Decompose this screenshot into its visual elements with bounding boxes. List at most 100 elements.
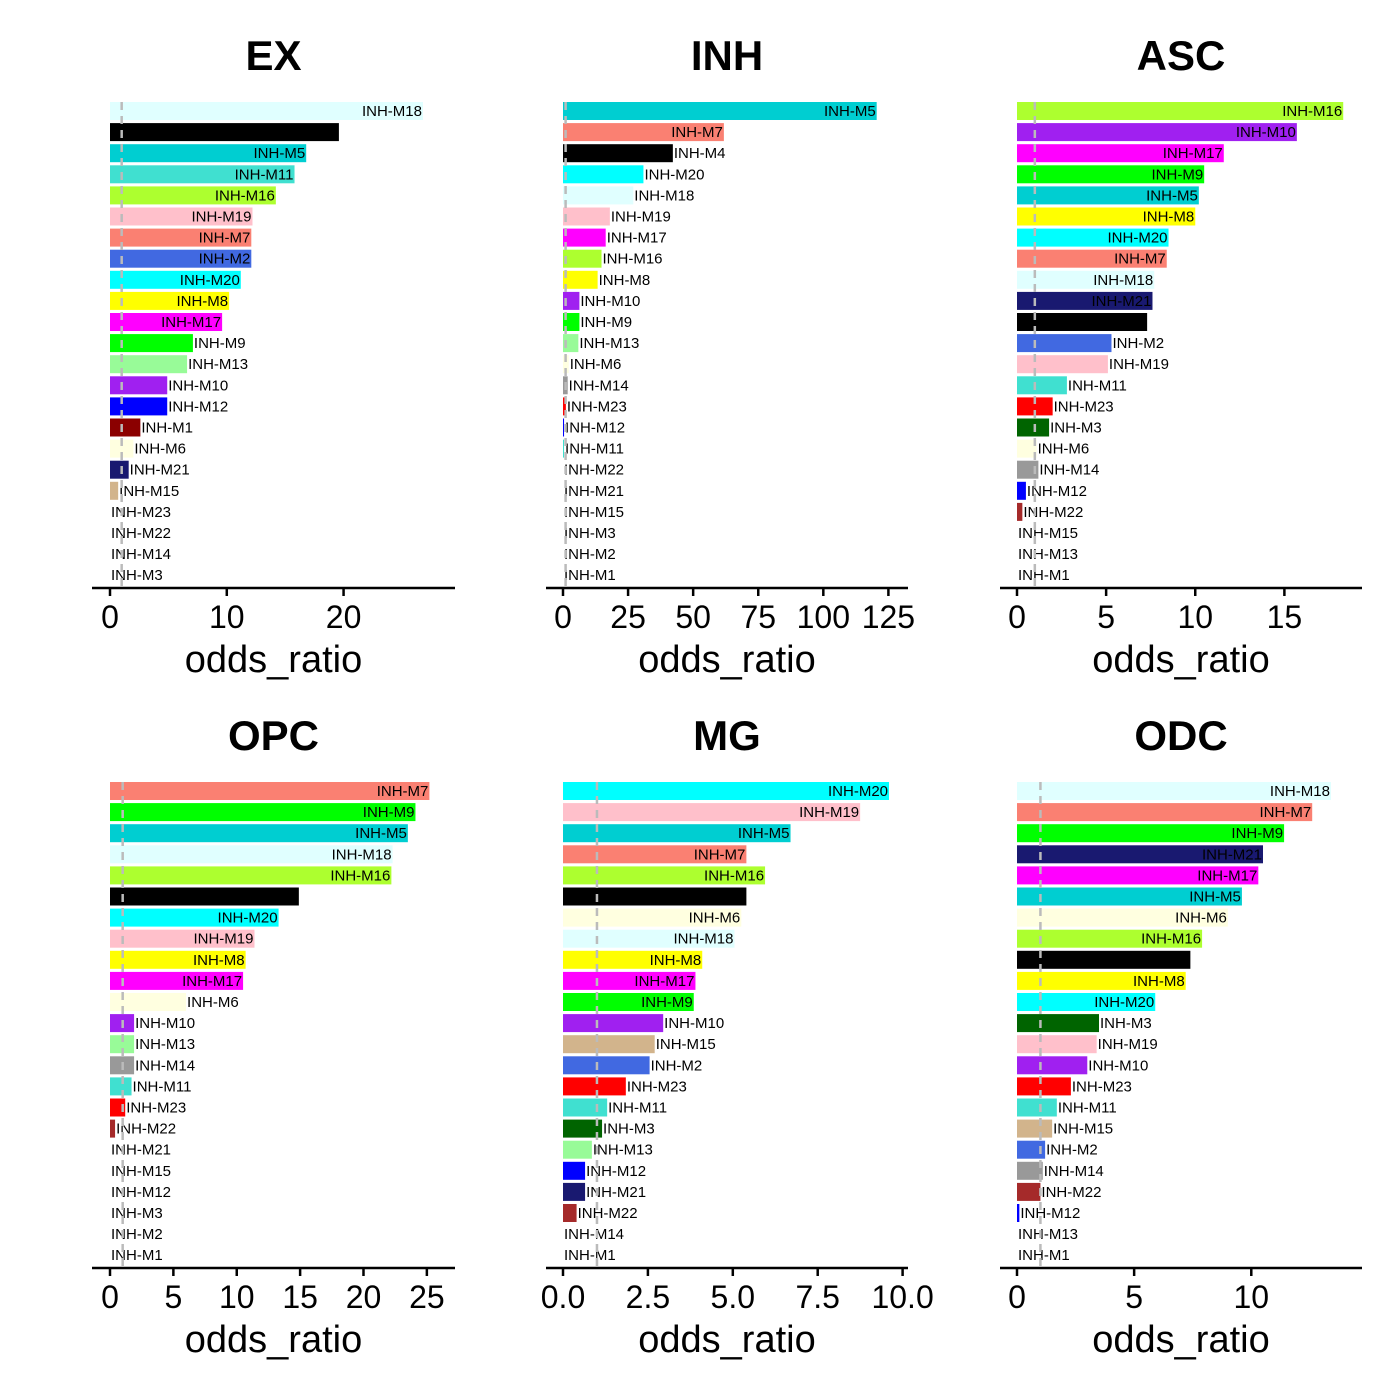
bar bbox=[563, 439, 565, 458]
bar-label: INH-M10 bbox=[168, 377, 228, 394]
bar-label: INH-M2 bbox=[199, 251, 251, 268]
bar bbox=[563, 1140, 592, 1159]
bar-label: INH-M1 bbox=[111, 1247, 163, 1264]
bar-label: INH-M9 bbox=[580, 314, 632, 331]
bar-label: INH-M1 bbox=[564, 567, 616, 584]
x-axis-label: odds_ratio bbox=[1092, 639, 1269, 681]
bar-label: INH-M23 bbox=[567, 398, 627, 415]
bar-label: INH-M17 bbox=[634, 973, 694, 990]
bar-label: INH-M11 bbox=[235, 166, 294, 183]
bar bbox=[1017, 1077, 1071, 1096]
bar bbox=[1017, 207, 1196, 226]
bar-label: INH-M18 bbox=[1093, 272, 1153, 289]
bar-label: INH-M20 bbox=[1094, 994, 1154, 1011]
bar bbox=[563, 291, 580, 310]
bar bbox=[563, 313, 580, 331]
panel-mg: MG INH-M20 INH-M19 INH-M5 INH-M7 INH-M16 INH-M… bbox=[541, 712, 934, 1361]
bar-label: INH-M23 bbox=[111, 504, 171, 521]
x-tick-label: 2.5 bbox=[626, 1279, 670, 1315]
panel-title: ODC bbox=[1134, 712, 1227, 759]
bar-label: INH-M1 bbox=[1018, 567, 1070, 584]
bar bbox=[1017, 887, 1242, 906]
bar bbox=[563, 1056, 650, 1075]
bar bbox=[1017, 460, 1039, 479]
bar-label: INH-M14 bbox=[1039, 462, 1099, 479]
bar-label: INH-M13 bbox=[1018, 1226, 1078, 1243]
bar-label: INH-M2 bbox=[564, 546, 616, 563]
panel-title: MG bbox=[693, 712, 761, 759]
bar-label: INH-M22 bbox=[1041, 1184, 1101, 1201]
x-tick-label: 75 bbox=[740, 599, 776, 635]
bar-label: INH-M9 bbox=[641, 994, 693, 1011]
bar bbox=[1017, 971, 1186, 990]
bar bbox=[563, 1014, 664, 1033]
x-tick-label: 0 bbox=[1008, 1279, 1026, 1315]
bar-label: INH-M15 bbox=[1053, 1121, 1113, 1138]
bar-label: INH-M12 bbox=[586, 1163, 646, 1180]
bar-label: INH-M19 bbox=[1109, 356, 1169, 373]
bar-label: INH-M10 bbox=[580, 293, 640, 310]
bar-label: INH-M19 bbox=[611, 209, 671, 226]
bar bbox=[563, 1182, 586, 1201]
bar bbox=[1017, 186, 1199, 205]
bar-label: INH-M8 bbox=[650, 952, 702, 969]
bar-label: INH-M4 bbox=[1094, 314, 1146, 331]
bar bbox=[1017, 397, 1053, 416]
bar-label: INH-M15 bbox=[111, 1163, 171, 1180]
bar-label: INH-M21 bbox=[586, 1184, 646, 1201]
bar-label: INH-M17 bbox=[607, 230, 667, 247]
x-tick-label: 5 bbox=[1097, 599, 1115, 635]
bar bbox=[563, 803, 861, 822]
bar bbox=[1017, 1182, 1041, 1201]
bar bbox=[563, 186, 634, 205]
bar-label: INH-M18 bbox=[673, 931, 733, 948]
bar bbox=[110, 1098, 126, 1117]
bar bbox=[110, 376, 168, 395]
bar-label: INH-M12 bbox=[565, 420, 625, 437]
bar bbox=[563, 397, 566, 416]
bar-label: INH-M1 bbox=[564, 1247, 616, 1264]
bar-label: INH-M3 bbox=[111, 1205, 163, 1222]
bar-label: INH-M7 bbox=[694, 846, 746, 863]
bar-label: INH-M10 bbox=[1088, 1057, 1148, 1074]
bar-label: INH-M2 bbox=[111, 1226, 163, 1243]
bar bbox=[110, 270, 241, 289]
bar bbox=[1017, 376, 1067, 395]
bar bbox=[563, 824, 791, 843]
bar-label: INH-M19 bbox=[193, 931, 253, 948]
x-tick-label: 5 bbox=[164, 1279, 182, 1315]
bar-label: INH-M8 bbox=[1143, 209, 1195, 226]
bar-label: INH-M21 bbox=[130, 462, 190, 479]
bar-label: INH-M5 bbox=[824, 103, 876, 120]
bar-label: INH-M13 bbox=[1018, 546, 1078, 563]
bar-label: INH-M19 bbox=[1098, 1036, 1158, 1053]
bar-label: INH-M7 bbox=[1260, 804, 1312, 821]
bar-label: INH-M19 bbox=[191, 209, 251, 226]
bar-label: INH-M9 bbox=[1152, 166, 1204, 183]
bar bbox=[1017, 824, 1285, 843]
bar-label: INH-M19 bbox=[799, 804, 859, 821]
x-tick-label: 0 bbox=[1008, 599, 1026, 635]
panel-inh: INHINH-M5INH-M7INH-M4INH-M20INH-M18INH-M… bbox=[546, 32, 915, 681]
bar bbox=[110, 866, 392, 885]
bar-label: INH-M15 bbox=[1018, 525, 1078, 542]
bar bbox=[110, 334, 193, 353]
bar-label: INH-M16 bbox=[1282, 103, 1342, 120]
bar bbox=[110, 782, 430, 800]
bar-label: INH-M1 bbox=[141, 420, 193, 437]
bar bbox=[110, 803, 416, 822]
bar-label: INH-M20 bbox=[218, 910, 278, 927]
bar bbox=[1017, 845, 1263, 864]
bar-label: INH-M16 bbox=[704, 867, 764, 884]
bar bbox=[110, 186, 276, 205]
x-tick-label: 50 bbox=[675, 599, 711, 635]
bar-label: INH-M14 bbox=[135, 1057, 195, 1074]
bar bbox=[110, 355, 188, 374]
bar bbox=[1017, 439, 1037, 458]
bar bbox=[110, 1035, 135, 1054]
bar-label: INH-M6 bbox=[187, 994, 239, 1011]
panel-title: ASC bbox=[1137, 32, 1226, 79]
bar bbox=[110, 993, 187, 1011]
bar bbox=[563, 929, 735, 948]
bar-label: INH-M16 bbox=[1141, 931, 1201, 948]
